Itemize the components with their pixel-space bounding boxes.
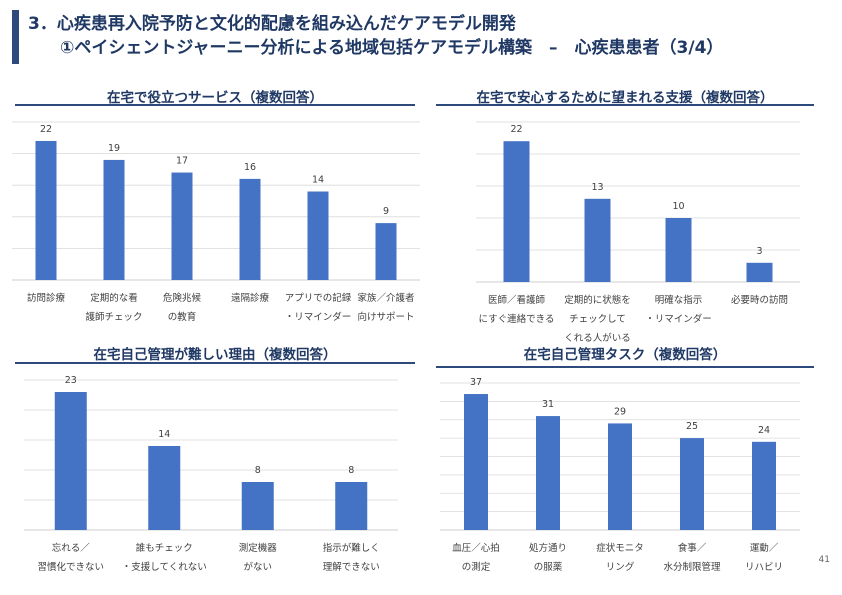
chart2-data-label: 3 [756,246,762,257]
chart4-bar [464,394,488,530]
chart1-category-label: 訪問診療 [27,292,66,304]
chart4-data-label: 25 [686,421,698,432]
chart2-category-label: 医師／看護師 [488,294,546,306]
chart2-category-label: ・リマインダー [645,313,712,325]
chart3-category-label: がない [243,561,272,573]
chart1-bar [239,178,261,280]
chart4-category-label: リング [606,561,635,573]
chart2-bar [665,218,692,282]
chart2-category-label: 定期的に状態を [564,294,631,306]
chart1-bar [171,172,193,280]
chart3-data-label: 8 [348,465,354,476]
chart1-category-label: 危険兆候 [163,292,202,304]
page-title-line1: 3．心疾患再入院予防と文化的配慮を組み込んだケアモデル開発 [28,14,516,34]
chart2-title-rule [436,104,814,106]
chart1-category-label: ・リマインダー [285,311,352,323]
chart1-data-label: 22 [40,124,52,135]
chart3-category-label: 理解できない [323,561,380,573]
chart2-category-label: 必要時の訪問 [731,294,788,306]
chart4-category-label: 処方通り [529,542,567,554]
chart2-bar [584,198,611,282]
chart3-category-label: 測定機器 [239,542,278,554]
chart1-category-label: の教育 [168,311,197,323]
chart2-bar [503,141,530,282]
chart2-category-label: 明確な指示 [655,294,703,306]
chart1-data-label: 16 [244,162,256,173]
chart1-bar [35,140,57,280]
chart3-category-label: ・支援してくれない [122,561,207,573]
chart2-data-label: 10 [672,201,684,212]
chart4-category-label: 症状モニタ [596,542,644,554]
chart4-title-rule [436,366,814,368]
chart4-category-label: 食事／ [678,542,707,554]
chart3-category-label: 習慣化できない [37,561,104,573]
chart3-bar [54,392,87,530]
chart4-bar [680,438,704,530]
page-title: 3．心疾患再入院予防と文化的配慮を組み込んだケアモデル開発 ①ペイシェントジャー… [28,12,723,60]
chart4-category-label: 水分制限管理 [663,561,721,573]
chart1-category-label: 定期的な看 [90,292,138,304]
chart3-category-label: 指示が難しく [323,542,380,554]
chart1-category-label: アプリでの記録 [285,292,352,304]
title-accent-bar [12,10,19,64]
chart3-data-label: 8 [255,465,261,476]
chart4-title: 在宅自己管理タスク（複数回答） [523,347,727,363]
chart1-category-label: 家族／介護者 [357,292,414,304]
chart3-bar [335,482,368,530]
chart4-category-label: の服薬 [534,561,563,573]
chart4-category-label: 運動／ [750,543,779,554]
chart4-data-label: 37 [470,377,482,388]
chart4-category-label: リハビリ [745,562,783,573]
chart1-title-rule [15,104,415,106]
chart4-bar [536,416,560,530]
chart1-data-label: 9 [383,206,389,217]
chart3-bar [241,482,274,530]
chart2-data-label: 22 [510,124,522,135]
chart3-data-label: 23 [65,375,77,386]
chart2-bar [746,262,773,282]
chart3-title-rule [15,362,415,364]
chart3-bar [148,446,181,530]
chart1-bar [103,159,125,280]
chart1-category-label: 遠隔診療 [231,292,270,304]
chart2-category-label: チェックして [569,314,626,325]
chart4-category-label: の測定 [462,561,491,573]
chart3-category-label: 忘れる／ [52,542,91,554]
chart4-data-label: 29 [614,406,626,417]
page-number: 41 [818,555,830,565]
chart4-bar [752,441,776,530]
chart4-data-label: 24 [758,425,770,436]
chart2-category-label: にすぐ連絡できる [479,313,555,325]
chart1-title: 在宅で役立つサービス（複数回答） [107,90,323,106]
chart1-data-label: 17 [176,156,188,167]
chart1-bar [307,191,329,280]
chart3-data-label: 14 [158,429,170,440]
chart1-data-label: 14 [312,175,324,186]
chart1-category-label: 向けサポート [357,311,414,323]
chart4-data-label: 31 [542,399,554,410]
chart4-category-label: 血圧／心拍 [452,542,500,554]
chart1-data-label: 19 [108,143,120,154]
chart4-bar [608,423,632,530]
chart2-data-label: 13 [591,182,603,193]
chart2-title: 在宅で安心するために望まれる支援（複数回答） [476,90,774,106]
chart3-category-label: 誰もチェック [136,542,193,554]
chart3-title: 在宅自己管理が難しい理由（複数回答） [93,347,337,363]
chart1-category-label: 護師チェック [85,311,142,323]
page-title-line2: ①ペイシェントジャーニー分析による地域包括ケアモデル構築 – 心疾患患者（3/4… [60,38,724,58]
chart1-bar [375,223,397,280]
